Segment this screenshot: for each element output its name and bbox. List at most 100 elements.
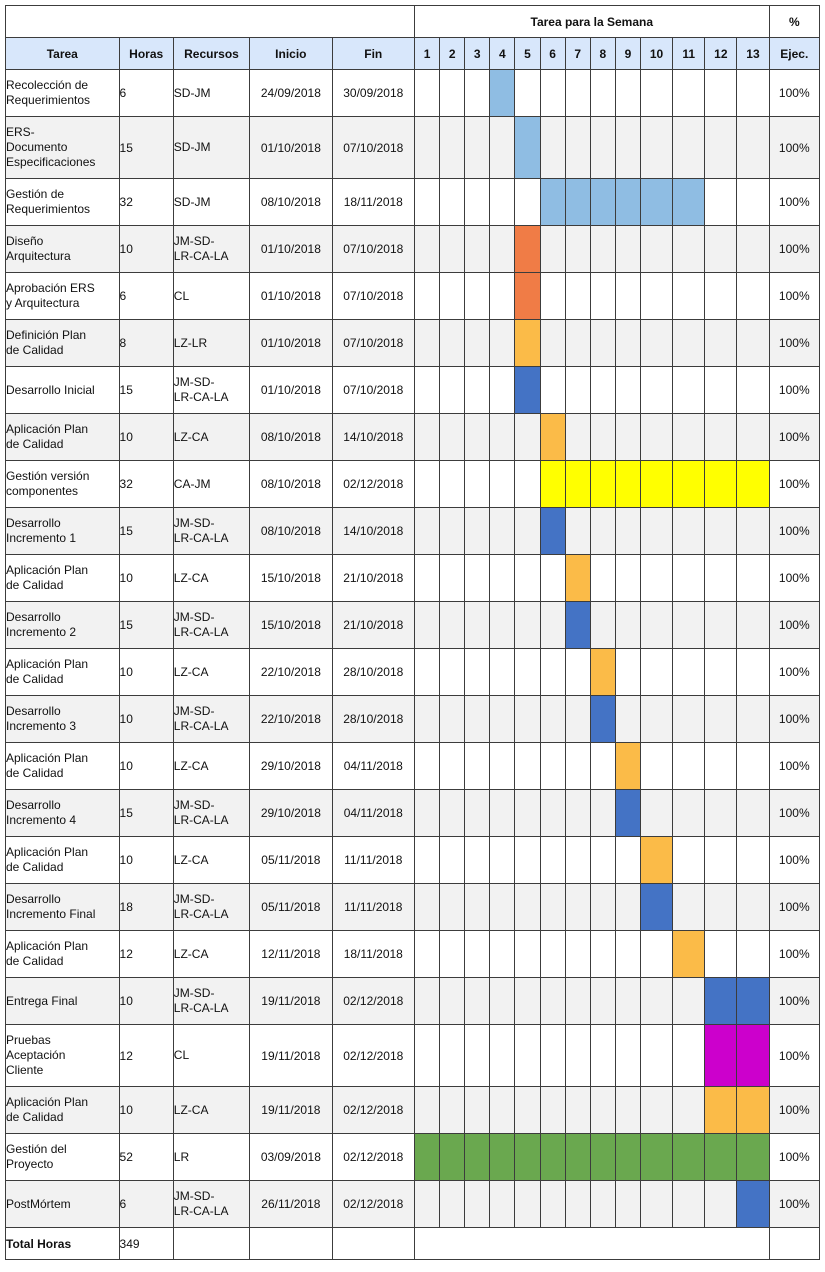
gantt-cell-week-1 <box>413 554 441 602</box>
task-hours: 10 <box>118 836 174 884</box>
gantt-cell-week-9 <box>614 930 641 978</box>
task-start: 03/09/2018 <box>249 1133 333 1181</box>
gantt-cell-week-13 <box>736 601 770 649</box>
gantt-cell-week-1 <box>413 883 441 931</box>
gantt-cell-week-2 <box>439 789 466 837</box>
gantt-cell-week-7 <box>564 648 591 696</box>
task-hours: 10 <box>118 413 174 461</box>
gantt-cell-week-13 <box>736 742 770 790</box>
gantt-cell-week-8 <box>589 225 616 273</box>
gantt-cell-week-3 <box>464 930 491 978</box>
gantt-cell-week-4 <box>489 695 516 743</box>
gantt-cell-week-5 <box>514 789 541 837</box>
gantt-bar-week-6 <box>539 507 566 555</box>
gantt-cell-week-4 <box>489 1024 516 1087</box>
task-start: 01/10/2018 <box>249 319 333 367</box>
gantt-cell-week-6 <box>539 601 566 649</box>
task-end: 04/11/2018 <box>331 789 416 837</box>
task-hours: 15 <box>118 116 174 179</box>
task-end: 11/11/2018 <box>331 836 416 884</box>
task-end: 07/10/2018 <box>331 225 416 273</box>
gantt-cell-week-5 <box>514 413 541 461</box>
task-name-line: componentes <box>6 484 79 498</box>
gantt-cell-week-5 <box>514 1024 541 1087</box>
task-resources: LZ-LR <box>172 319 251 367</box>
task-resources-line: LZ-CA <box>173 852 209 867</box>
task-start: 05/11/2018 <box>249 883 333 931</box>
gantt-cell-week-4 <box>489 413 516 461</box>
gantt-cell-week-6 <box>539 1024 566 1087</box>
task-name: Aprobación ERS y Arquitectura <box>5 272 120 320</box>
total-empty-start <box>249 1227 333 1260</box>
gantt-bar-week-8 <box>589 648 616 696</box>
gantt-cell-week-1 <box>413 1024 441 1087</box>
gantt-cell-week-13 <box>736 789 770 837</box>
gantt-cell-week-11 <box>672 1086 706 1134</box>
task-name-line: Aplicación Plan <box>6 751 89 765</box>
gantt-bar-week-8 <box>589 178 616 226</box>
task-start: 22/10/2018 <box>249 695 333 743</box>
gantt-cell-week-10 <box>639 742 674 790</box>
total-empty-resources <box>172 1227 251 1260</box>
task-end: 21/10/2018 <box>331 601 416 649</box>
task-name: Desarrollo Incremento 1 <box>5 507 120 555</box>
gantt-cell-week-10 <box>639 69 674 117</box>
gantt-bar-week-6 <box>539 460 566 508</box>
task-resources-line: LR <box>173 1149 190 1164</box>
task-resources: LZ-CA <box>172 742 251 790</box>
gantt-cell-week-10 <box>639 648 674 696</box>
gantt-cell-week-2 <box>439 836 466 884</box>
gantt-cell-week-9 <box>614 507 641 555</box>
task-hours: 10 <box>118 648 174 696</box>
task-end: 30/09/2018 <box>331 69 416 117</box>
task-end: 02/12/2018 <box>331 1133 416 1181</box>
task-name-line: Aplicación Plan <box>6 939 89 953</box>
task-name-line: Recolección de <box>6 78 89 92</box>
task-name: Recolección de Requerimientos <box>5 69 120 117</box>
task-name-line: ERS- <box>6 125 35 139</box>
task-name-line: Proyecto <box>6 1157 54 1171</box>
gantt-cell-week-13 <box>736 695 770 743</box>
gantt-cell-week-2 <box>439 507 466 555</box>
gantt-bar-week-5 <box>514 225 541 273</box>
week-header-1: 1 <box>413 37 441 70</box>
task-resources: SD-JM <box>172 178 251 226</box>
task-row: Aplicación Plan de Calidad 10 LZ-CA 15/10/20… <box>5 554 821 602</box>
task-name-line: Gestión de <box>6 187 65 201</box>
gantt-bar-week-10 <box>639 460 674 508</box>
task-name-line: Desarrollo <box>6 892 61 906</box>
task-row: Desarrollo Incremento 3 10 JM-SD- LR-CA-LA 22… <box>5 695 821 743</box>
gantt-cell-week-13 <box>736 554 770 602</box>
gantt-bar-week-9 <box>614 460 641 508</box>
gantt-cell-week-3 <box>464 366 491 414</box>
gantt-cell-week-7 <box>564 116 591 179</box>
gantt-cell-week-1 <box>413 977 441 1025</box>
gantt-cell-week-13 <box>736 178 770 226</box>
task-row: Gestión de Requerimientos 32 SD-JM 08/10/201… <box>5 178 821 226</box>
task-name-line: Aceptación <box>6 1048 66 1062</box>
task-resources-line: LR-CA-LA <box>173 390 229 404</box>
gantt-bar-week-7 <box>564 178 591 226</box>
task-hours: 10 <box>118 695 174 743</box>
total-hours: 349 <box>118 1227 174 1260</box>
gantt-cell-week-7 <box>564 366 591 414</box>
gantt-cell-week-12 <box>704 366 738 414</box>
gantt-cell-week-12 <box>704 836 738 884</box>
task-row: Aplicación Plan de Calidad 12 LZ-CA 12/11/20… <box>5 930 821 978</box>
task-resources: LZ-CA <box>172 930 251 978</box>
gantt-cell-week-4 <box>489 272 516 320</box>
gantt-cell-week-4 <box>489 178 516 226</box>
gantt-bar-week-13 <box>736 1133 770 1181</box>
gantt-cell-week-4 <box>489 789 516 837</box>
gantt-cell-week-11 <box>672 366 706 414</box>
task-row: Aplicación Plan de Calidad 10 LZ-CA 05/11/20… <box>5 836 821 884</box>
gantt-cell-week-8 <box>589 601 616 649</box>
task-hours: 18 <box>118 883 174 931</box>
gantt-cell-week-5 <box>514 601 541 649</box>
header-row-top: Tarea para la Semana % <box>5 5 821 38</box>
task-name: Aplicación Plan de Calidad <box>5 648 120 696</box>
task-hours: 15 <box>118 507 174 555</box>
gantt-cell-week-1 <box>413 836 441 884</box>
gantt-bar-week-13 <box>736 1024 770 1087</box>
